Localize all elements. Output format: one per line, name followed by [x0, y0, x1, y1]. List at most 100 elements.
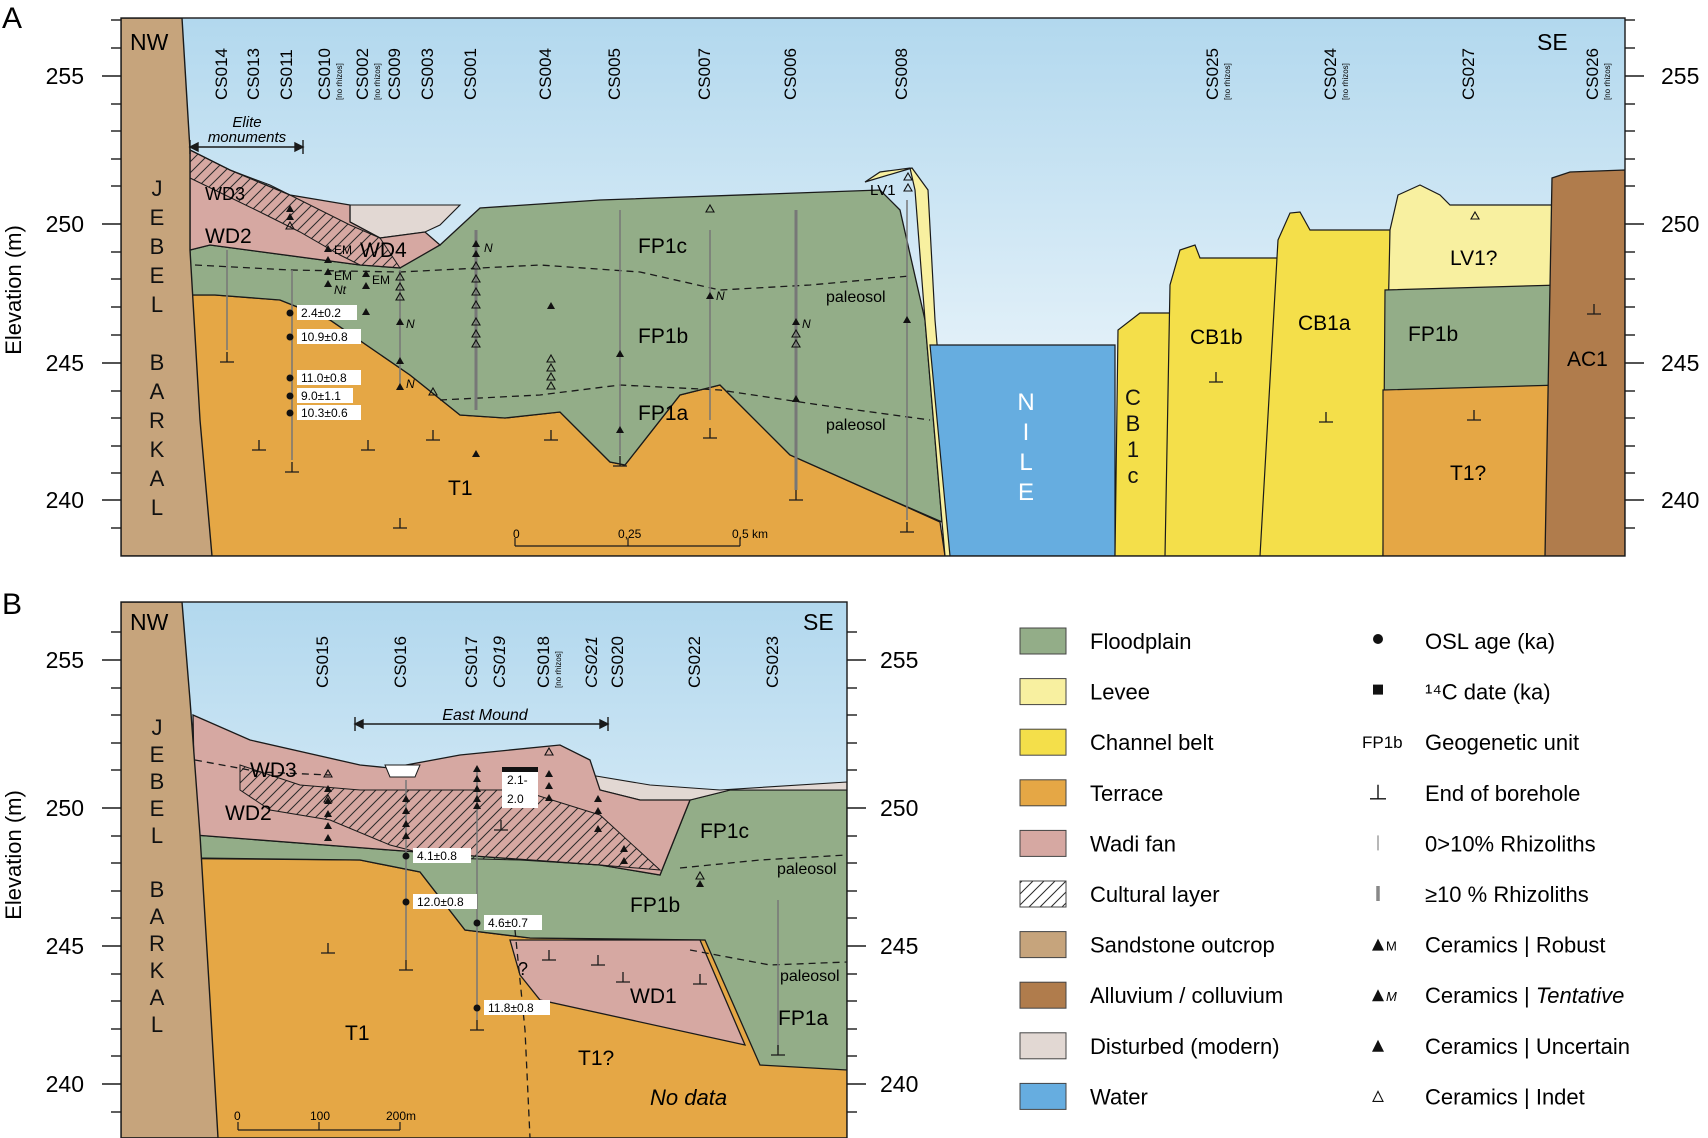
vertical-letter: E	[150, 796, 165, 821]
unit-label-fp1c: FP1c	[700, 820, 749, 843]
vertical-letter: J	[152, 176, 163, 201]
legend-symbol-c14	[1373, 684, 1383, 695]
panel-b-y-axis-label: Elevation (m)	[1, 790, 26, 920]
legend-label: Floodplain	[1090, 629, 1192, 654]
legend-label: Water	[1090, 1084, 1148, 1109]
ceramic-code: N	[406, 377, 415, 391]
borehole-label: CS004	[536, 48, 555, 100]
indet-marker	[471, 260, 481, 270]
legend-swatch	[1019, 627, 1067, 655]
vertical-letter: C	[1125, 385, 1141, 410]
legend-label: Channel belt	[1090, 730, 1214, 755]
unit-label-fp1b: FP1b	[630, 894, 680, 917]
vertical-letter: 1	[1127, 437, 1139, 462]
ceramic-code: EM	[334, 243, 352, 257]
ceramic-marker	[396, 318, 404, 325]
osl-age-label: 12.0±0.8	[417, 895, 464, 909]
borehole-note: [no rhizos]	[1603, 63, 1612, 100]
vertical-letter: K	[150, 958, 165, 983]
panel-b-scale-bar	[237, 1122, 401, 1131]
c14-box	[502, 772, 538, 808]
borehole-note: [no rhizos]	[373, 63, 382, 100]
osl-age-label: 2.4±0.2	[301, 306, 341, 320]
panel-b-ceramic-markers	[324, 765, 704, 887]
borehole-label: CS009	[385, 48, 404, 100]
indet-marker	[471, 286, 481, 296]
ceramic-marker	[706, 292, 714, 299]
borehole-label: CS020	[608, 636, 627, 688]
osl-box	[413, 848, 471, 863]
ceramic-code: EM	[372, 273, 390, 287]
borehole-label: CS010	[315, 48, 334, 100]
unit-label-lv1: LV1	[870, 182, 896, 199]
panel-a-end-of-borehole-markers	[220, 304, 1601, 533]
legend-symbol-ceramic	[1372, 989, 1384, 1002]
panel-b-osl-ages: 4.1±0.8 12.0±0.8 4.6±0.7 11.8±0.8 2.1- 2…	[402, 767, 550, 1015]
legend-label: Cultural layer	[1090, 882, 1220, 907]
panel-a-se-label: SE	[1537, 29, 1568, 55]
borehole-note: [no rhizos]	[1223, 63, 1232, 100]
legend-label-text: ¹⁴C date (ka)	[1425, 680, 1551, 705]
vertical-letter: B	[1126, 411, 1141, 436]
osl-box	[297, 370, 361, 385]
borehole-note: [no rhizos]	[554, 651, 563, 688]
ceramic-marker	[286, 205, 294, 212]
borehole-label: CS006	[781, 48, 800, 100]
ceramic-marker	[616, 350, 624, 357]
paleosol-label: paleosol	[826, 417, 886, 434]
vertical-letter: K	[150, 437, 165, 462]
ceramic-marker	[616, 426, 624, 433]
vertical-letter: E	[150, 263, 165, 288]
osl-age-label: 10.9±0.8	[301, 330, 348, 344]
borehole-label: CS019	[490, 635, 509, 688]
legend-symbol-ceramic-code: M	[1386, 939, 1397, 954]
legend-symbol-unit: FP1b	[1362, 733, 1403, 752]
legend-swatch	[1019, 728, 1067, 756]
indet-marker	[546, 371, 556, 381]
indet-marker	[471, 338, 481, 348]
ceramic-marker	[396, 383, 404, 390]
osl-dot	[286, 333, 294, 341]
osl-box	[297, 305, 357, 320]
unit-label-fp1b-east: FP1b	[1408, 323, 1458, 346]
legend-swatch	[1019, 1032, 1067, 1060]
panel-b-tick-left: 250	[46, 795, 84, 821]
panel-a-frame	[120, 17, 1626, 557]
osl-box	[484, 1000, 550, 1015]
panel-b-end-of-borehole-markers	[321, 820, 785, 1056]
legend-label: End of borehole	[1425, 781, 1580, 806]
panel-b-tick-left: 240	[46, 1071, 84, 1097]
ceramic-marker	[362, 270, 370, 277]
ceramic-marker	[903, 316, 911, 323]
vertical-letter: L	[151, 823, 163, 848]
panel-a-channel-cb1b	[1164, 244, 1279, 556]
vertical-letter: B	[150, 769, 165, 794]
unit-label-wd2: WD2	[205, 225, 252, 248]
vertical-letter: E	[150, 742, 165, 767]
osl-dot	[473, 919, 481, 927]
indet-marker	[395, 291, 405, 301]
vertical-letter: N	[1017, 389, 1034, 416]
unit-label-fp1c: FP1c	[638, 235, 687, 258]
legend-label-italic: Tentative	[1536, 983, 1624, 1008]
panel-a-tick-right: 240	[1661, 487, 1699, 513]
borehole-note: [no rhizos]	[1341, 63, 1350, 100]
unit-label-wd3: WD3	[250, 759, 297, 782]
legend-label-text: Ceramics |	[1425, 983, 1536, 1008]
panel-b-tick-right: 245	[880, 933, 918, 959]
legend-swatch	[1019, 678, 1067, 706]
vertical-letter: B	[150, 877, 165, 902]
panel-b-sandstone-jebel	[121, 602, 219, 1138]
borehole-label: CS007	[695, 48, 714, 100]
indet-marker	[471, 273, 481, 283]
ceramic-marker	[472, 240, 480, 247]
panel-b-dashed-boundary	[514, 929, 531, 1138]
legend-symbol-ceramic-uncertain	[1372, 1039, 1384, 1052]
unit-label-t1q: T1?	[578, 1047, 614, 1070]
legend-label-text: Ceramics | Uncertain	[1425, 1034, 1630, 1059]
panel-b-tick-right: 255	[880, 647, 918, 673]
legend-symbol-osl	[1373, 634, 1383, 644]
ceramic-marker	[286, 213, 294, 220]
ceramic-code: N	[802, 317, 811, 331]
